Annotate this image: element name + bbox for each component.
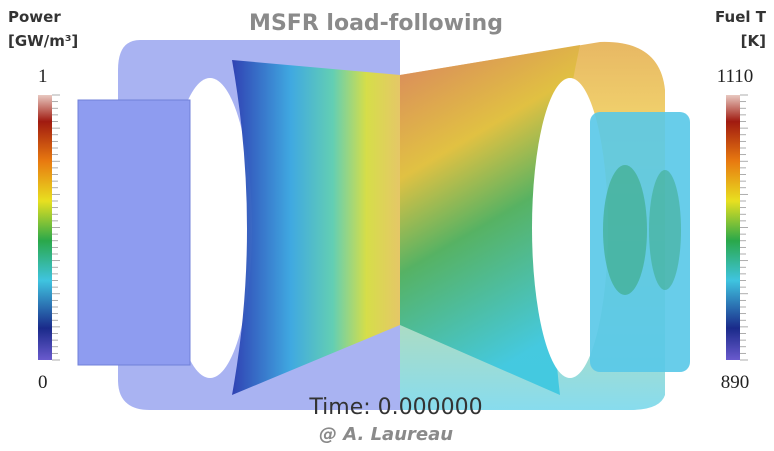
right-box-pattern [649,170,681,290]
colorbar-min: 890 [721,372,750,393]
colorbar-max: 1110 [717,66,754,87]
colorbar [38,95,52,360]
colorbar-label: [K] [741,32,766,50]
colorbar-min: 0 [38,372,48,393]
visualization: MSFR load-following Power [GW/m³] 1 0 Fu… [0,0,774,451]
colorbar-label: Fuel T [715,8,767,26]
right-box-pattern [603,165,647,295]
colorbar [726,95,740,360]
left-box [78,100,190,365]
colorbar-max: 1 [38,66,48,87]
time-label: Time: 0.000000 [308,395,482,420]
credit: @ A. Laureau [319,424,453,445]
title: MSFR load-following [249,11,503,36]
colorbar-label: [GW/m³] [8,32,78,50]
colorbar-label: Power [8,8,61,26]
